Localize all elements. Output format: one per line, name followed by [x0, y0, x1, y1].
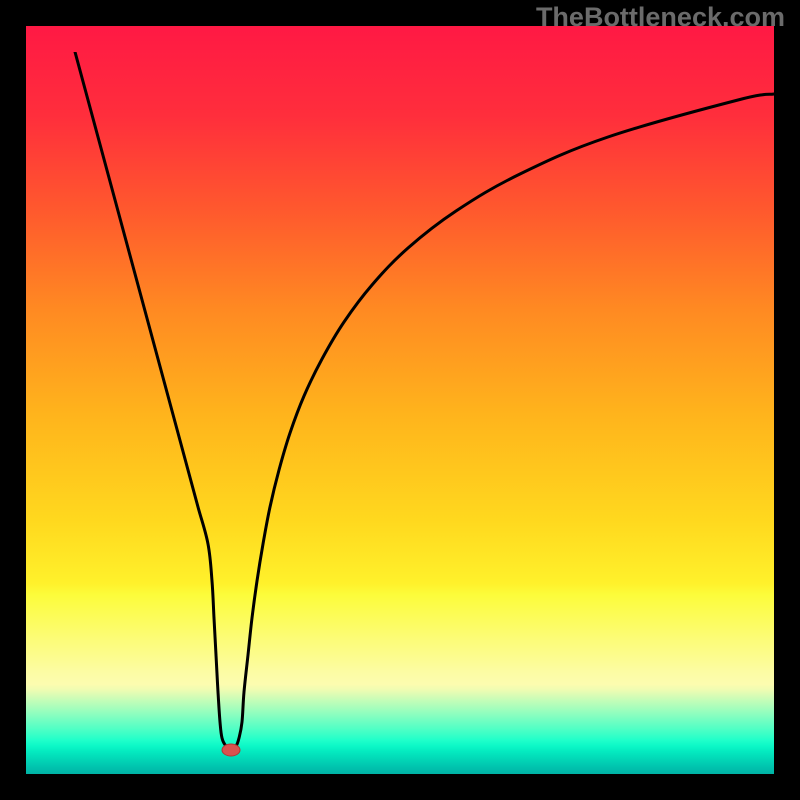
watermark-text: TheBottleneck.com — [536, 2, 785, 33]
chart-svg — [0, 0, 800, 800]
chart-frame: TheBottleneck.com — [0, 0, 800, 800]
optimal-point-marker — [222, 744, 240, 756]
plot-background — [26, 26, 774, 774]
